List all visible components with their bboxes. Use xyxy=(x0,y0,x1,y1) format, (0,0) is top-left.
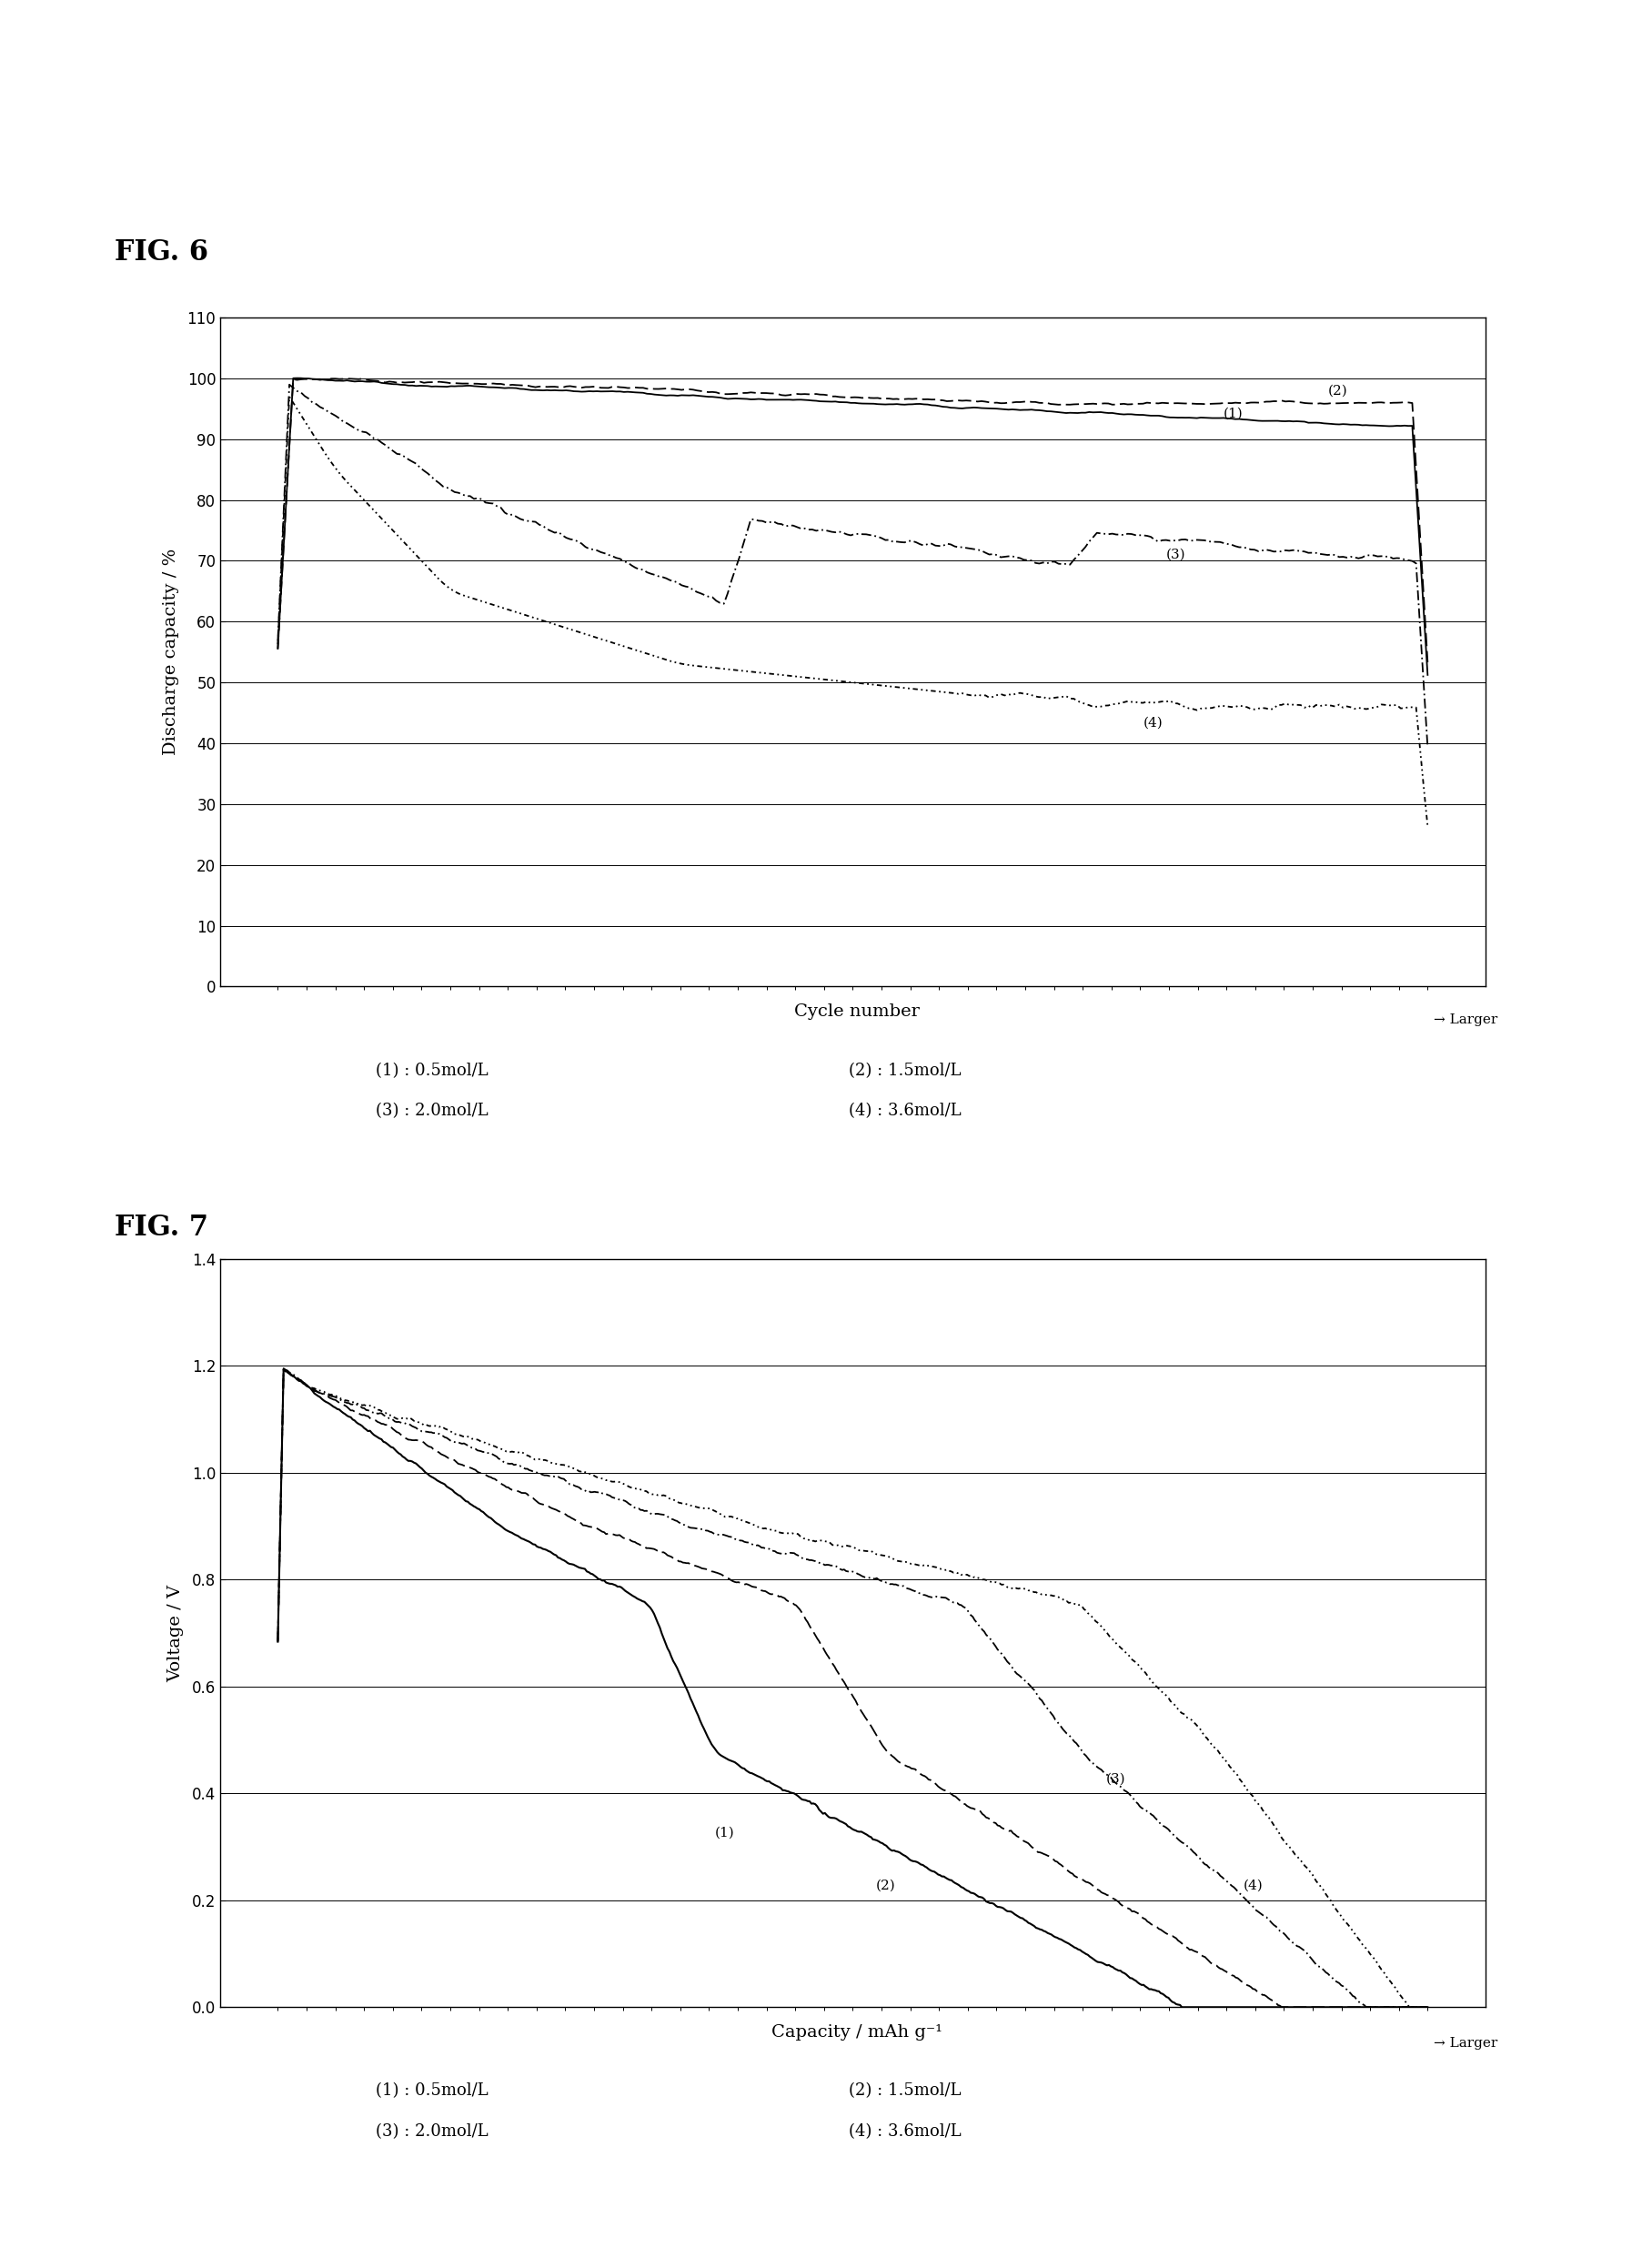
Text: (2) : 1.5mol/L: (2) : 1.5mol/L xyxy=(849,2082,961,2100)
Text: (1) : 0.5mol/L: (1) : 0.5mol/L xyxy=(375,2082,488,2100)
Text: (2) : 1.5mol/L: (2) : 1.5mol/L xyxy=(849,1061,961,1080)
Text: → Larger: → Larger xyxy=(1435,1014,1498,1025)
Text: (4): (4) xyxy=(1244,1880,1263,1892)
Text: Capacity / mAh g⁻¹: Capacity / mAh g⁻¹ xyxy=(772,2023,942,2041)
Text: (2): (2) xyxy=(876,1880,896,1892)
Text: FIG. 7: FIG. 7 xyxy=(114,1213,207,1241)
Text: FIG. 6: FIG. 6 xyxy=(114,238,207,265)
Text: (1): (1) xyxy=(1224,408,1244,420)
Y-axis label: Discharge capacity / %: Discharge capacity / % xyxy=(163,549,180,755)
Text: (2): (2) xyxy=(1327,386,1348,397)
Text: (4): (4) xyxy=(1142,717,1164,728)
Text: (1): (1) xyxy=(715,1826,734,1839)
Text: (4) : 3.6mol/L: (4) : 3.6mol/L xyxy=(849,2123,961,2141)
Y-axis label: Voltage / V: Voltage / V xyxy=(168,1585,184,1681)
Text: (3) : 2.0mol/L: (3) : 2.0mol/L xyxy=(375,2123,488,2141)
Text: (3) : 2.0mol/L: (3) : 2.0mol/L xyxy=(375,1102,488,1120)
Text: (3): (3) xyxy=(1105,1774,1126,1785)
Text: → Larger: → Larger xyxy=(1435,2037,1498,2050)
Text: Cycle number: Cycle number xyxy=(795,1002,919,1021)
Text: (3): (3) xyxy=(1167,549,1186,560)
Text: (4) : 3.6mol/L: (4) : 3.6mol/L xyxy=(849,1102,961,1120)
Text: (1) : 0.5mol/L: (1) : 0.5mol/L xyxy=(375,1061,488,1080)
